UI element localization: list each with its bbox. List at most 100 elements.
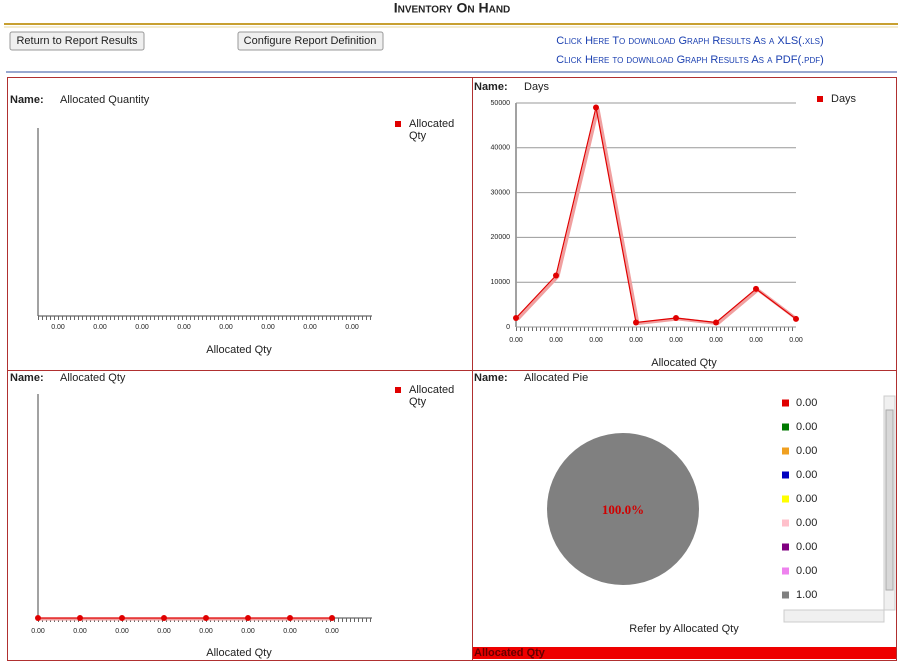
series-point: [35, 615, 41, 621]
series-point: [287, 615, 293, 621]
legend-swatch: [817, 96, 823, 102]
x-tick-label: 0.00: [669, 337, 683, 344]
chart-name-prefix: Name:: [10, 372, 44, 384]
page-title: Inventory On Hand: [394, 0, 511, 16]
chart-name-prefix: Name:: [474, 81, 508, 93]
series-point: [633, 319, 639, 326]
x-tick-label: 0.00: [629, 337, 643, 344]
chart-name: Allocated Quantity: [60, 94, 150, 106]
button[interactable]: [237, 31, 384, 51]
y-tick-label: 30000: [491, 189, 511, 196]
x-axis-label: Allocated Qty: [206, 344, 272, 356]
legend-label: 0.00: [796, 517, 817, 529]
y-tick-label: 40000: [491, 145, 511, 152]
x-tick-label: 0.00: [509, 337, 523, 344]
legend-label: Allocated Qty: [409, 118, 454, 142]
x-tick-label: 0.00: [325, 628, 339, 635]
series-line: [515, 107, 797, 324]
chart-name: Days: [524, 81, 550, 93]
pie-slice: [547, 433, 699, 585]
x-tick-label: 0.00: [283, 628, 297, 635]
legend-label: 0.00: [796, 541, 817, 553]
series-point: [329, 615, 335, 621]
series-point: [77, 615, 83, 621]
legend-label: Allocated Qty: [409, 384, 454, 408]
legend-swatch: [782, 591, 789, 599]
series-point: [713, 319, 719, 326]
legend-swatch: [782, 543, 789, 551]
series-point: [161, 615, 167, 621]
chart-name: Allocated Pie: [524, 372, 588, 384]
legend-label: 0.00: [796, 565, 817, 577]
x-tick-label: 0.00: [135, 324, 149, 331]
series-line-shadow: [516, 108, 799, 326]
series-point: [245, 615, 251, 621]
x-tick-label: 0.00: [51, 324, 65, 331]
x-tick-label: 0.00: [93, 324, 107, 331]
x-tick-label: 0.00: [219, 324, 233, 331]
chart-name-prefix: Name:: [474, 372, 508, 384]
x-tick-label: 0.00: [157, 628, 171, 635]
legend-label: 0.00: [796, 421, 817, 433]
scrollbar-thumb: [885, 409, 894, 591]
button[interactable]: [9, 31, 145, 51]
legend-swatch: [782, 423, 789, 431]
x-tick-label: 0.00: [749, 337, 763, 344]
y-tick-label: 20000: [491, 234, 511, 241]
x-tick-label: 0.00: [31, 628, 45, 635]
legend-label: 0.00: [796, 493, 817, 505]
legend-swatch: [395, 387, 401, 393]
legend-swatch: [395, 121, 401, 127]
series-point: [793, 315, 799, 322]
legend-swatch: [782, 519, 789, 527]
x-tick-label: 0.00: [261, 324, 275, 331]
series-point: [203, 615, 209, 621]
series-point: [553, 272, 559, 279]
series-point: [119, 615, 125, 621]
x-tick-label: 0.00: [789, 337, 803, 344]
x-tick-label: 0.00: [303, 324, 317, 331]
x-tick-label: 0.00: [115, 628, 129, 635]
x-axis-label: Allocated Qty: [206, 647, 272, 659]
series-point: [673, 315, 679, 322]
footer-label: Refer by Allocated Qty: [629, 623, 739, 635]
legend-label: 0.00: [796, 469, 817, 481]
x-tick-label: 0.00: [177, 324, 191, 331]
bottom-bar: [473, 647, 896, 659]
button-label[interactable]: Configure Report Definition: [244, 35, 377, 47]
x-tick-label: 0.00: [345, 324, 359, 331]
x-tick-label: 0.00: [241, 628, 255, 635]
y-tick-label: 0: [506, 324, 510, 331]
panel-frame: [7, 77, 897, 661]
chart-name-prefix: Name:: [10, 94, 44, 106]
x-axis-label: Allocated Qty: [651, 357, 717, 369]
x-tick-label: 0.00: [589, 337, 603, 344]
legend-label: 0.00: [796, 397, 817, 409]
x-tick-label: 0.00: [73, 628, 87, 635]
y-tick-label: 10000: [491, 279, 511, 286]
x-tick-label: 0.00: [709, 337, 723, 344]
series-point: [753, 285, 759, 292]
legend-label: Days: [831, 93, 857, 105]
series-point: [513, 315, 519, 322]
button-label[interactable]: Return to Report Results: [16, 35, 138, 47]
legend-swatch: [782, 567, 789, 575]
series-point: [593, 104, 599, 111]
legend-label: 1.00: [796, 589, 817, 601]
scrollbar-track: [783, 609, 885, 623]
download-link[interactable]: Click Here to download Graph Results As …: [556, 54, 824, 66]
legend-swatch: [782, 471, 789, 479]
legend-swatch: [782, 495, 789, 503]
y-tick-label: 50000: [491, 100, 511, 107]
x-tick-label: 0.00: [549, 337, 563, 344]
download-link[interactable]: Click Here To download Graph Results As …: [556, 35, 823, 47]
chart-name: Allocated Qty: [60, 372, 126, 384]
legend-swatch: [782, 399, 789, 407]
bottom-bar-label: Allocated Qty: [474, 647, 546, 659]
legend-swatch: [782, 447, 789, 455]
pie-label: 100.0%: [602, 502, 644, 517]
x-tick-label: 0.00: [199, 628, 213, 635]
legend-label: 0.00: [796, 445, 817, 457]
